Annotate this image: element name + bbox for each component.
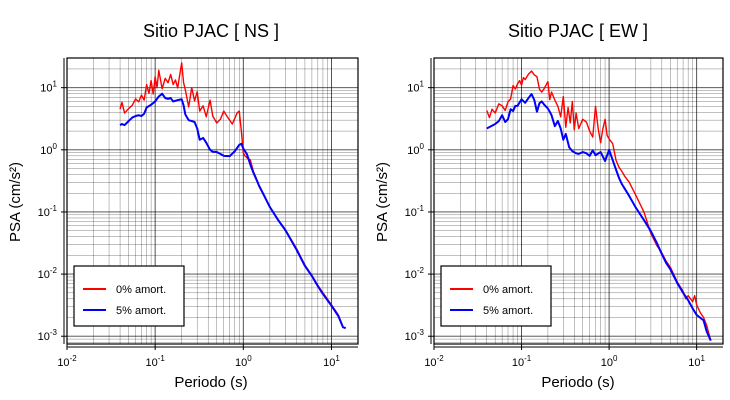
y-tick-label: 100: [407, 142, 424, 157]
y-tick-label: 10-1: [405, 204, 425, 219]
y-axis-label: PSA (cm/s²): [374, 162, 391, 242]
legend-label-undamped: 0% amort.: [116, 284, 166, 296]
x-axis-label: Periodo (s): [174, 374, 247, 391]
y-tick-label: 10-1: [38, 204, 58, 219]
plot-area: 10-2 10-1 100 101 10-3 10-2 10-1 100 101: [38, 57, 359, 369]
spectrum-panel-ns: Sitio PJAC [ NS ] Periodo (s) PSA (cm/s²…: [7, 21, 359, 391]
x-tick-label: 101: [688, 354, 705, 369]
spectrum-panel-ew: Sitio PJAC [ EW ] Periodo (s) PSA (cm/s²…: [374, 21, 724, 391]
plot-frame: [66, 57, 359, 345]
y-tick-label: 10-2: [38, 266, 58, 281]
x-tick-label: 101: [323, 354, 340, 369]
plot-frame: [433, 57, 724, 345]
legend: 0% amort. 5% amort.: [73, 265, 185, 327]
y-axis-label: PSA (cm/s²): [7, 162, 24, 242]
y-tick-label: 10-3: [405, 328, 425, 343]
plot-area: 10-2 10-1 100 101 10-3 10-2 10-1 100 101: [405, 57, 724, 369]
chart-title: Sitio PJAC [ NS ]: [143, 21, 279, 41]
legend-label-undamped: 0% amort.: [483, 284, 533, 296]
x-tick-label: 10-2: [57, 354, 77, 369]
legend-box: [440, 265, 552, 327]
series-line-damped: [119, 92, 347, 330]
legend-box: [73, 265, 185, 327]
legend: 0% amort. 5% amort.: [440, 265, 552, 327]
chart-title: Sitio PJAC [ EW ]: [508, 21, 648, 41]
y-tick-label: 100: [40, 142, 57, 157]
y-tick-label: 101: [407, 80, 424, 95]
x-tick-label: 10-2: [424, 354, 444, 369]
legend-label-damped: 5% amort.: [116, 305, 166, 317]
x-tick-label: 10-1: [512, 354, 532, 369]
x-tick-label: 100: [235, 354, 252, 369]
y-tick-label: 10-3: [38, 328, 58, 343]
y-tick-label: 10-2: [405, 266, 425, 281]
x-tick-label: 100: [601, 354, 618, 369]
legend-label-damped: 5% amort.: [483, 305, 533, 317]
x-axis-label: Periodo (s): [541, 374, 614, 391]
x-tick-label: 10-1: [145, 354, 165, 369]
series-line-damped: [486, 93, 712, 342]
y-tick-label: 101: [40, 80, 57, 95]
